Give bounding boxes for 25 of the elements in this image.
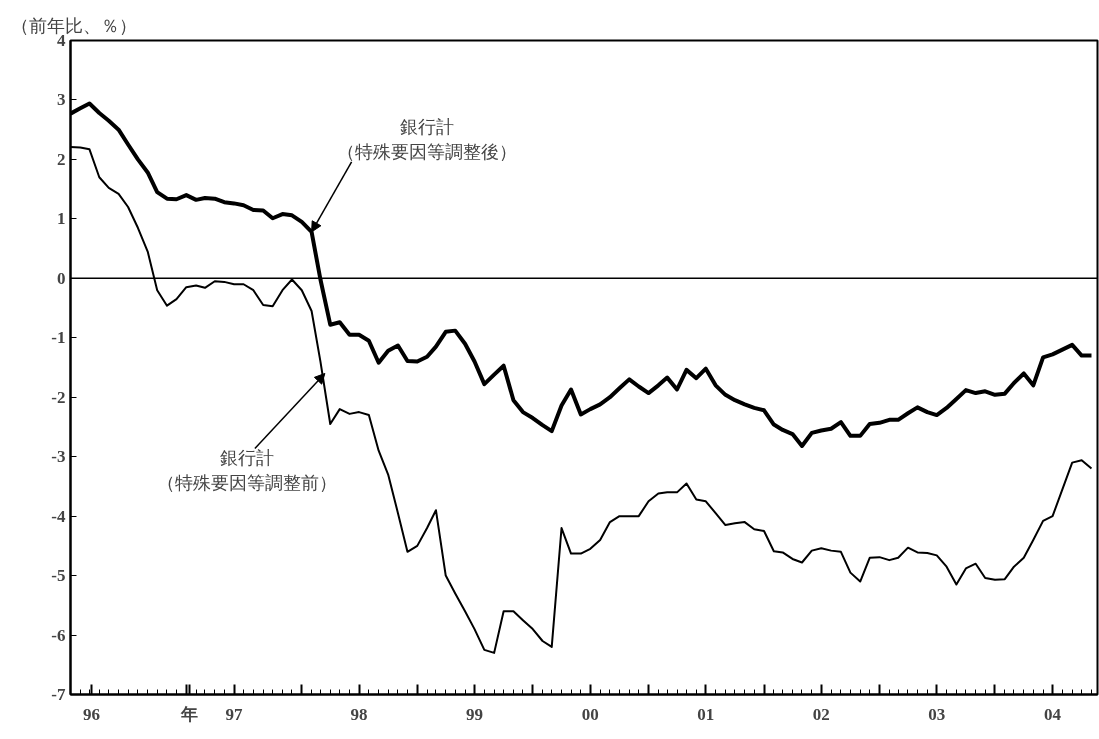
y-tick-label: 3 — [57, 90, 66, 110]
x-tick-label: 02 — [812, 704, 830, 724]
y-tick-label: -6 — [51, 625, 66, 645]
y-tick-label: -1 — [51, 328, 66, 348]
annotation: 銀行計 — [399, 116, 454, 137]
y-tick-label: -3 — [51, 447, 66, 467]
x-tick-label: 年 — [179, 704, 198, 724]
annotation: （特殊要因等調整前） — [156, 473, 337, 494]
x-tick-label: 99 — [466, 704, 484, 724]
x-tick-label: 04 — [1044, 704, 1062, 724]
y-tick-label: 1 — [57, 209, 66, 229]
annotation: （特殊要因等調整後） — [336, 141, 517, 162]
annotation: 銀行計 — [219, 448, 274, 469]
x-tick-label: 00 — [581, 704, 599, 724]
x-tick-label: 03 — [928, 704, 946, 724]
x-tick-label: 98 — [350, 704, 368, 724]
y-tick-label: -5 — [51, 566, 66, 586]
y-tick-label: 2 — [57, 149, 66, 169]
y-tick-label: -7 — [51, 685, 66, 704]
x-tick-label: 01 — [697, 704, 715, 724]
x-tick-label: 97 — [225, 704, 244, 724]
y-tick-label: -4 — [51, 506, 66, 526]
x-tick-label: 96 — [82, 704, 100, 724]
y-tick-label: 0 — [57, 268, 66, 288]
y-tick-label: -2 — [51, 387, 66, 407]
